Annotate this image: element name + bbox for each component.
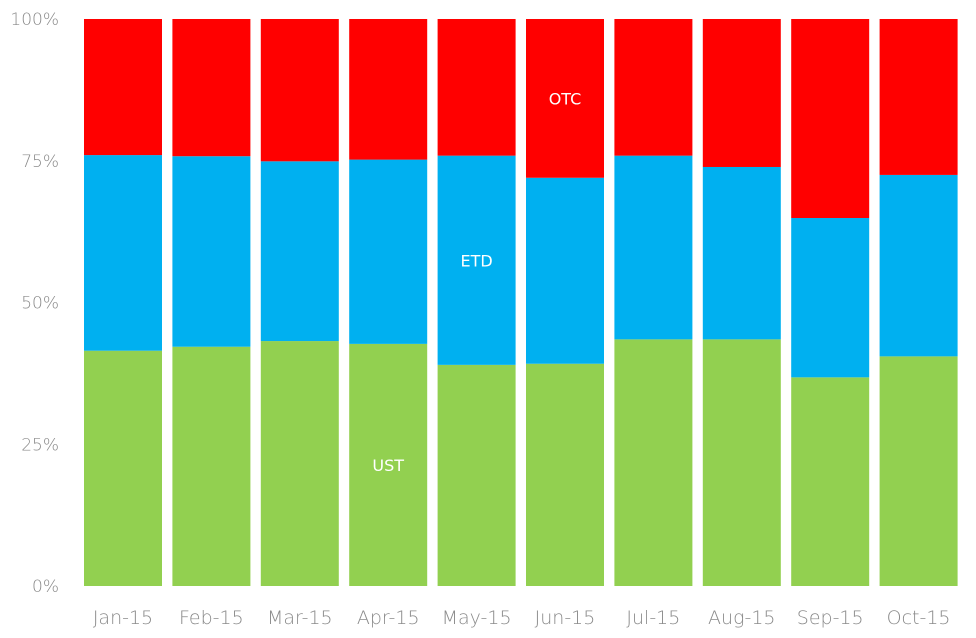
bar-segment-otc <box>349 19 428 160</box>
bar-segment-etd <box>349 159 428 344</box>
x-tick-label: Aug-15 <box>708 607 775 629</box>
series-labels: UST ETD OTC <box>372 89 581 475</box>
x-tick-label: Jun-15 <box>535 607 596 629</box>
x-tick-label: Oct-15 <box>887 607 951 629</box>
bar-segment-ust <box>614 339 693 586</box>
bar-segment-otc <box>172 19 251 157</box>
bar-segment-ust <box>172 346 251 586</box>
bar-segment-otc <box>84 19 162 156</box>
bar-segment-ust <box>84 350 162 586</box>
series-label-otc: OTC <box>549 89 582 108</box>
x-tick-label: Mar-15 <box>267 607 333 629</box>
bar-segment-ust <box>437 364 516 586</box>
y-tick-label: 25% <box>21 435 59 455</box>
bar-segment-etd <box>526 177 604 364</box>
x-axis-ticks: Jan-15 Feb-15 Mar-15 Apr-15 May-15 Jun-15 Jul-… <box>93 607 951 629</box>
bar-segment-etd <box>437 155 516 365</box>
bar-segment-etd <box>84 155 162 351</box>
bar-segment-ust <box>349 343 428 586</box>
x-tick-label: Apr-15 <box>357 607 420 629</box>
bar-segment-etd <box>879 174 958 357</box>
y-tick-label: 50% <box>21 294 59 314</box>
bars <box>84 19 958 586</box>
x-tick-label: Sep-15 <box>797 607 864 629</box>
bar-segment-ust <box>526 363 604 586</box>
bar-segment-ust <box>791 377 870 586</box>
bar-segment-otc <box>260 19 339 162</box>
bar-segment-ust <box>879 356 958 586</box>
x-tick-label: Feb-15 <box>179 607 244 629</box>
series-label-etd: ETD <box>460 251 492 270</box>
x-tick-label: Jul-15 <box>626 607 680 629</box>
y-tick-label: 75% <box>21 152 59 172</box>
bar-segment-etd <box>614 155 693 340</box>
bar-segment-etd <box>172 156 251 347</box>
bar-segment-otc <box>614 19 693 156</box>
bar-segment-otc <box>702 19 781 167</box>
bar-segment-ust <box>260 341 339 586</box>
x-tick-label: Jan-15 <box>93 607 153 629</box>
bar-segment-otc <box>879 19 958 175</box>
bar-segment-etd <box>791 218 870 378</box>
bar-segment-ust <box>702 339 781 586</box>
bar-segment-otc <box>791 19 870 219</box>
bar-segment-etd <box>702 166 781 340</box>
series-label-ust: UST <box>372 456 404 475</box>
bar-segment-otc <box>526 19 604 178</box>
bar-segment-otc <box>437 19 516 156</box>
y-tick-label: 100% <box>10 10 59 30</box>
bar-segment-etd <box>260 161 339 342</box>
y-axis-ticks: 0% 25% 50% 75% 100% <box>10 10 59 597</box>
y-tick-label: 0% <box>32 577 59 597</box>
x-tick-label: May-15 <box>442 607 512 629</box>
